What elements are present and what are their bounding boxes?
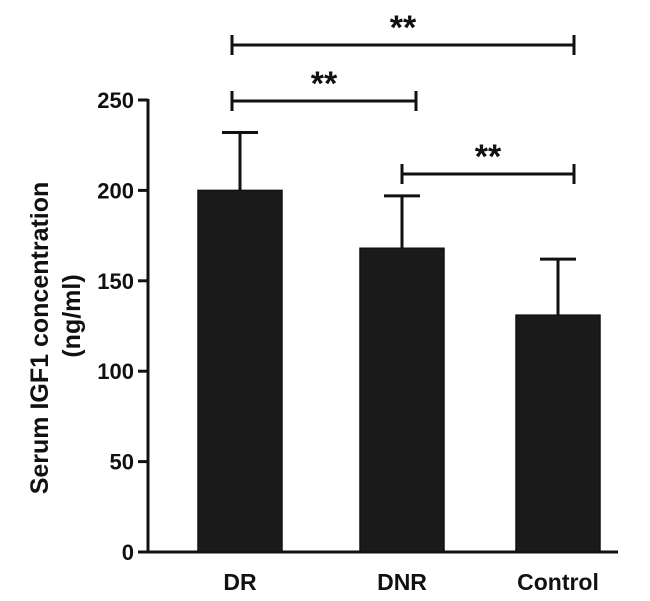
y-tick-label: 100	[97, 359, 134, 384]
x-tick-label: DNR	[377, 569, 427, 595]
significance-brackets: ** ** **	[230, 9, 576, 184]
y-axis-unit: (ng/ml)	[58, 274, 86, 357]
x-tick-label: Control	[517, 569, 599, 595]
x-tick-label: DR	[223, 569, 257, 595]
y-tick-label: 200	[97, 178, 134, 203]
y-tick-label: 150	[97, 269, 134, 294]
y-tick-label: 250	[97, 88, 134, 113]
bars	[197, 131, 601, 553]
bar-dr	[197, 189, 283, 553]
y-axis-title: Serum IGF1 concentration	[26, 182, 54, 495]
bar-dnr	[359, 247, 445, 553]
y-tick-label: 0	[122, 540, 134, 565]
significance-label: **	[475, 138, 502, 176]
y-axis-label: Serum IGF1 concentration (ng/ml)	[26, 182, 86, 495]
significance-label: **	[390, 9, 417, 47]
y-ticks: 0 50 100 150 200 250	[97, 88, 148, 565]
bar-control	[515, 314, 601, 553]
x-tick-labels: DR DNR Control	[223, 569, 599, 595]
significance-label: **	[311, 65, 338, 103]
y-tick-label: 50	[110, 450, 134, 475]
